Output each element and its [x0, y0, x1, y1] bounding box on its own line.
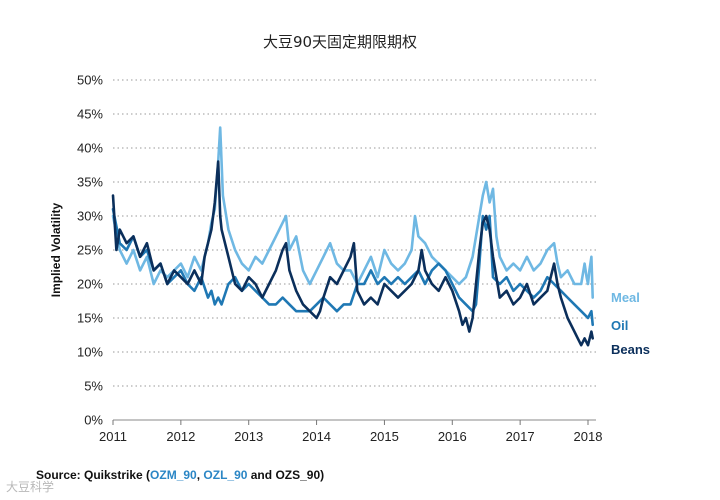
y-tick-label: 10% [77, 345, 103, 360]
x-tick-label: 2013 [234, 429, 263, 444]
y-tick-label: 5% [84, 379, 103, 394]
x-axis-ticks: 2011 2012 2013 2014 2015 2016 2017 2018 [99, 420, 602, 444]
source-prefix: Source: Quikstrike ( [36, 468, 151, 482]
x-tick-label: 2016 [438, 429, 467, 444]
x-tick-label: 2012 [166, 429, 195, 444]
x-tick-label: 2011 [99, 429, 127, 444]
source-sep-2: and [247, 468, 276, 482]
source-code-beans: OZS_90 [275, 468, 321, 482]
x-tick-label: 2017 [506, 429, 535, 444]
legend-meal: Meal [611, 290, 640, 305]
y-tick-label: 40% [77, 141, 103, 156]
legend: Meal Oil Beans [611, 290, 650, 357]
x-tick-label: 2015 [370, 429, 399, 444]
series-line-beans [111, 160, 594, 347]
source-sep-1: , [196, 468, 204, 482]
source-code-meal: OZM_90 [150, 468, 197, 482]
watermark: 大豆科学 [6, 480, 55, 494]
y-tick-label: 30% [77, 209, 103, 224]
y-axis-ticks: 0% 5% 10% 15% 20% 25% 30% 35% 40% 45% 50% [77, 73, 103, 428]
x-tick-label: 2018 [574, 429, 603, 444]
series-lines [111, 126, 594, 347]
y-tick-label: 15% [77, 311, 103, 326]
x-tick-label: 2014 [302, 429, 331, 444]
source-note: Source: Quikstrike (OZM_90, OZL_90 and O… [36, 468, 324, 482]
y-tick-label: 20% [77, 277, 103, 292]
source-suffix: ) [320, 468, 325, 482]
legend-beans: Beans [611, 342, 650, 357]
chart-title: 大豆90天固定期限期权 [263, 33, 417, 51]
y-tick-label: 45% [77, 107, 103, 122]
y-axis-label: Implied Volatility [49, 202, 63, 297]
legend-oil: Oil [611, 318, 628, 333]
y-tick-label: 35% [77, 175, 103, 190]
y-tick-label: 25% [77, 243, 103, 258]
y-tick-label: 0% [84, 413, 103, 428]
y-tick-label: 50% [77, 73, 103, 88]
source-code-oil: OZL_90 [203, 468, 248, 482]
series-line-meal [111, 126, 594, 299]
gridlines [113, 79, 596, 421]
